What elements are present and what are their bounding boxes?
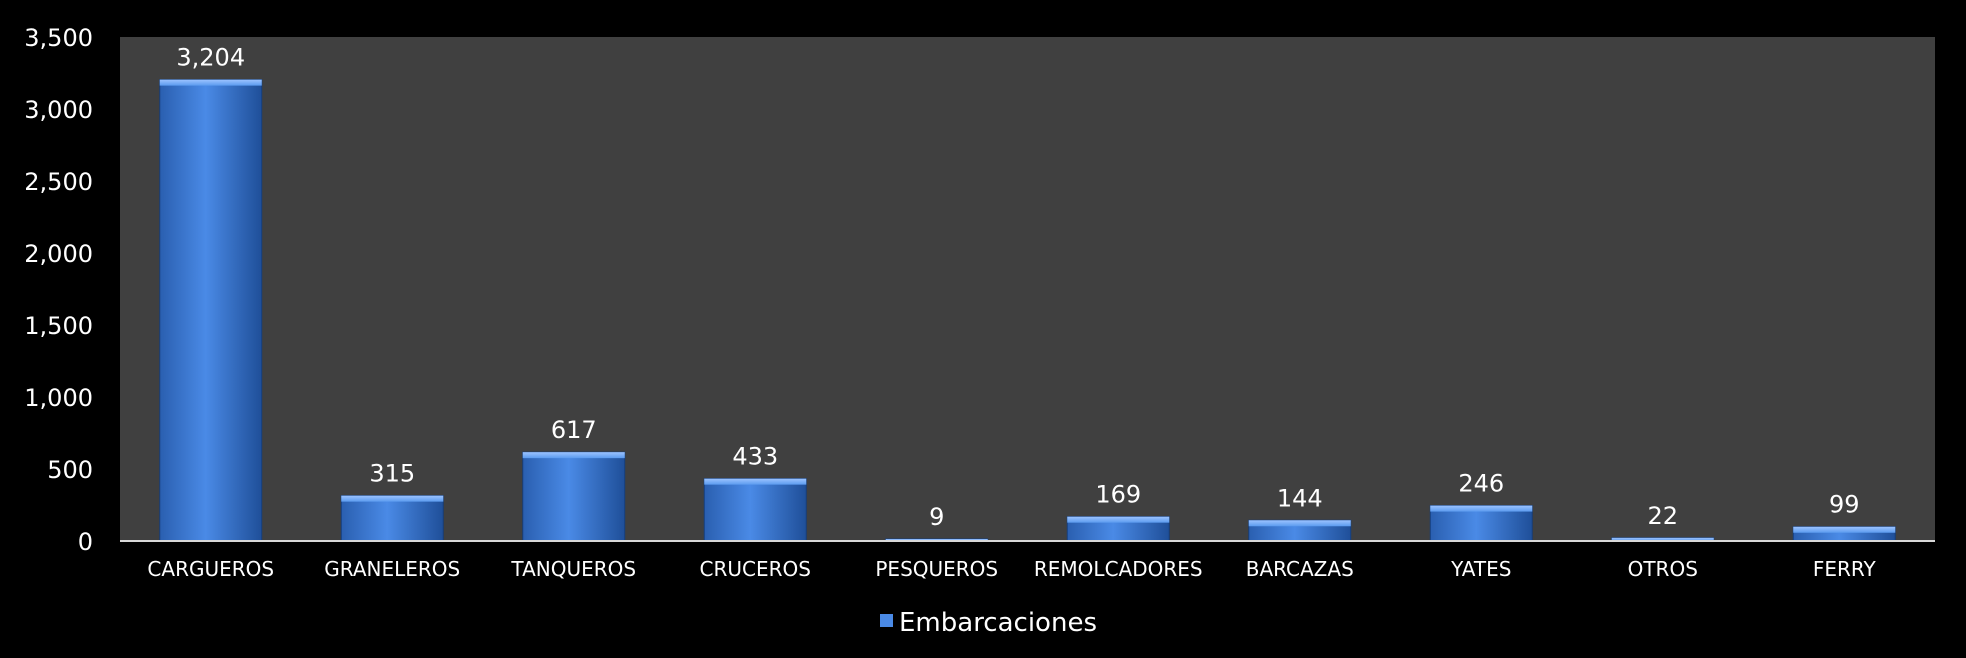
y-tick-label: 1,000 [24,384,93,412]
legend: Embarcaciones [880,608,1097,638]
bar-group: 315 [340,460,444,542]
bar-top-bevel [1793,526,1896,533]
y-tick-label: 0 [78,528,93,556]
bar-top-bevel [1248,520,1351,527]
bar [522,451,626,542]
y-tick-label: 1,500 [24,312,93,340]
bar-top-bevel [704,478,807,485]
bar-group: 99 [1792,491,1896,542]
y-tick-label: 2,000 [24,240,93,268]
y-tick-label: 2,500 [24,168,93,196]
y-tick-label: 3,500 [24,24,93,52]
x-tick-label: PESQUEROS [875,557,998,581]
bars: 3,204 315 617 433 9 169 144 246 22 99 [159,44,1896,542]
bar-group: 617 [522,416,626,542]
data-label: 3,204 [176,44,245,72]
data-label: 169 [1095,481,1141,509]
bar-top-bevel [159,79,262,86]
bar-group: 22 [1611,502,1715,542]
data-label: 617 [551,416,597,444]
x-axis: CARGUEROS GRANELEROS TANQUEROS CRUCEROS PESQ… [120,540,1935,581]
x-tick-label: CARGUEROS [147,557,274,581]
data-label: 99 [1829,491,1860,519]
y-axis: 0 500 1,000 1,500 2,000 2,500 3,000 3,500 [24,24,93,556]
x-tick-label: TANQUEROS [510,557,636,581]
bar-group: 144 [1248,484,1352,542]
data-label: 315 [369,460,415,488]
data-label: 433 [732,443,778,471]
y-tick-label: 500 [47,456,93,484]
bar-group: 246 [1429,470,1533,542]
bar [340,495,444,542]
y-tick-label: 3,000 [24,96,93,124]
legend-label: Embarcaciones [899,608,1097,638]
bar-top-bevel [1430,505,1533,512]
bar-top-bevel [1611,537,1714,541]
x-tick-label: BARCAZAS [1246,557,1354,581]
plot-area [120,37,1935,541]
x-tick-label: GRANELEROS [324,557,460,581]
data-label: 144 [1277,484,1323,512]
x-tick-label: CRUCEROS [700,557,811,581]
bar-group: 169 [1066,481,1170,542]
bar [159,79,263,542]
data-label: 246 [1458,470,1504,498]
bar-top-bevel [341,495,444,502]
data-label: 22 [1647,502,1678,530]
data-label: 9 [929,503,944,531]
x-tick-label: YATES [1450,557,1511,581]
x-tick-label: REMOLCADORES [1034,557,1203,581]
bar-group: 433 [703,443,807,542]
legend-swatch [880,614,893,627]
x-tick-label: FERRY [1813,557,1877,581]
x-tick-label: OTROS [1628,557,1698,581]
bar-top-bevel [1067,516,1170,523]
bar-top-bevel [522,452,625,459]
bar [703,478,807,542]
bar-group: 3,204 [159,44,263,542]
